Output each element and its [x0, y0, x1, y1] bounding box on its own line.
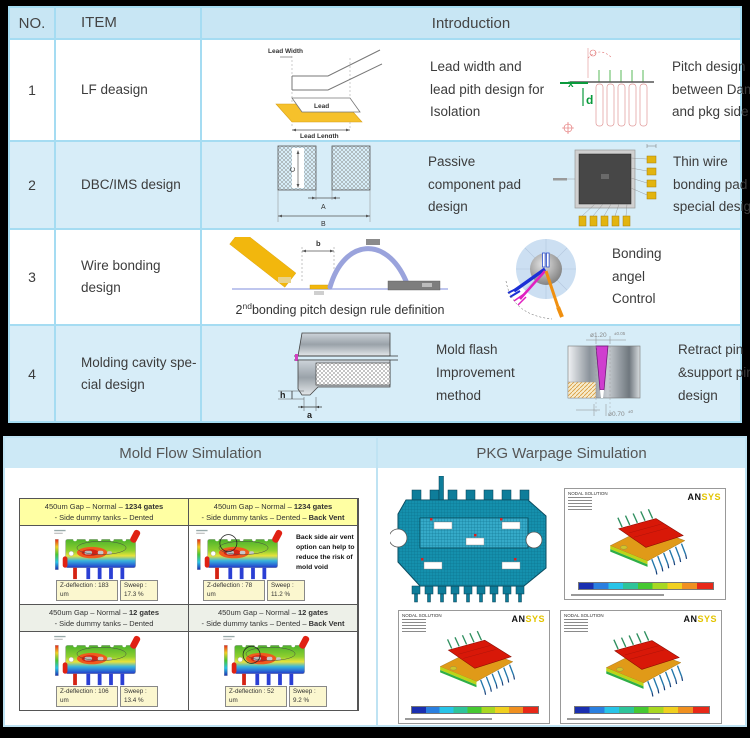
lead-design-text: Lead width and lead pith design for Isol…	[430, 58, 545, 120]
chip-pad-diagram	[553, 144, 657, 227]
ansys-plot-3: NODAL SOLUTION ANSYS	[560, 610, 722, 724]
table-row-lf-design: 1 LF deasign Lead Width Lead Lead Length	[10, 38, 750, 140]
file-info-line	[567, 718, 660, 720]
col-header-no: NO.	[10, 8, 56, 38]
warpage-3d-package	[605, 630, 684, 698]
col-header-introduction: Introduction	[431, 14, 511, 32]
file-info-line	[405, 718, 492, 720]
retract-pin-text: Retract pin &support pin design	[678, 342, 750, 403]
package-mesh-diagram	[390, 476, 547, 603]
table-row-dbc-ims: 2 DBC/IMS design C A B	[10, 140, 750, 228]
pitch-x-label: x	[568, 79, 574, 90]
air-vent-note: Back side air vent option can help to re…	[296, 534, 355, 571]
sweep-box: Sweep : 9.2 %	[289, 686, 327, 707]
nodal-solution-label: NODAL SOLUTION	[568, 491, 608, 513]
file-info-line	[571, 594, 664, 596]
z-deflection-box: Z-deflection : 78 um	[203, 580, 265, 601]
wire-bond-profile-diagram: b	[229, 236, 448, 295]
ansys-logo: ANSYS	[683, 614, 717, 624]
item-number: 4	[10, 326, 56, 421]
color-scale-bar	[577, 582, 715, 590]
thin-wire-text: Thin wire bonding pad special design	[673, 153, 750, 215]
sweep-box: Sweep : 13.4 %	[120, 686, 158, 707]
dambar-pitch-diagram: x d	[560, 48, 654, 134]
mold-flow-figure-3: Z-deflection : 106 um Sweep : 13.4 %	[20, 632, 188, 710]
design-items-table: NO. ITEM Introduction 1 LF deasign Lead …	[8, 6, 750, 423]
sweep-box: Sweep : 17.3 %	[120, 580, 158, 601]
nodal-solution-label: NODAL SOLUTION	[564, 613, 604, 635]
mold-flow-figure-1: Z-deflection : 183 um Sweep : 17.3 %	[20, 526, 188, 604]
pin-dim-bottom-tol: ±0	[628, 409, 633, 414]
warpage-3d-package	[609, 508, 688, 576]
retract-pin-diagram: ø1.20 ±0.05 ø0.70 ±0	[567, 331, 641, 418]
item-name: Molding cavity spe- cial design	[56, 326, 202, 421]
mold-flow-figure-2: Back side air vent option can help to re…	[189, 526, 357, 604]
passive-pad-text: Passive component pad design	[428, 153, 522, 215]
pad-dimension-diagram: C A B	[277, 145, 371, 228]
dim-h-label: h	[280, 390, 286, 400]
result-values: Z-deflection : 183 um Sweep : 17.3 %	[56, 580, 158, 601]
mold-flow-title: Mold Flow Simulation	[5, 438, 376, 468]
item-name: LF deasign	[81, 82, 148, 98]
mold-flow-figure-4: Z-deflection : 52 um Sweep : 9.2 %	[189, 632, 357, 710]
dim-b-label: B	[321, 221, 326, 228]
nodal-solution-label: NODAL SOLUTION	[402, 613, 442, 635]
pin-dim-top-tol: ±0.05	[614, 331, 626, 336]
warpage-panel: PKG Warpage Simulation	[378, 438, 745, 725]
item-name: DBC/IMS design	[81, 177, 181, 193]
color-scale-bar	[573, 706, 711, 714]
case-header-4: 450um Gap – Normal – 12 gates - Side dum…	[189, 605, 357, 631]
col-header-item: ITEM	[56, 8, 202, 38]
mold-flow-grid: 450um Gap – Normal – 1234 gates - Side d…	[19, 498, 359, 711]
table-row-molding-cavity: 4 Molding cavity spe- cial design h a	[10, 324, 750, 421]
bond-angle-text: Bonding angel Control	[612, 245, 662, 307]
warpage-3d-package	[439, 630, 516, 696]
case-header-3: 450um Gap – Normal – 12 gates - Side dum…	[20, 605, 188, 631]
sweep-box: Sweep : 11.2 %	[267, 580, 305, 601]
item-name: Wire bonding design	[81, 258, 161, 295]
case-header-1: 450um Gap – Normal – 1234 gates - Side d…	[20, 499, 188, 525]
color-scale-bar	[411, 706, 539, 714]
result-values: Z-deflection : 52 um Sweep : 9.2 %	[225, 686, 327, 707]
dim-a-label: A	[321, 204, 326, 211]
item-number: 1	[10, 40, 56, 140]
z-deflection-box: Z-deflection : 52 um	[225, 686, 287, 707]
bond-pitch-caption: 2ndbonding pitch design rule definition	[235, 300, 445, 318]
z-deflection-box: Z-deflection : 183 um	[56, 580, 118, 601]
pin-dim-bottom: ø0.70	[608, 411, 625, 418]
z-deflection-box: Z-deflection : 106 um	[56, 686, 118, 707]
result-values: Z-deflection : 106 um Sweep : 13.4 %	[56, 686, 158, 707]
simulation-section: Mold Flow Simulation 450um Gap – Normal …	[3, 436, 747, 727]
table-header-row: NO. ITEM Introduction	[10, 8, 740, 38]
lead-length-label: Lead Length	[300, 133, 339, 138]
mold-flow-panel: Mold Flow Simulation 450um Gap – Normal …	[5, 438, 378, 725]
mold-flash-text: Mold flash Improvement method	[436, 342, 515, 403]
plot-info-lines	[564, 619, 588, 635]
dim-c-label: C	[290, 167, 297, 172]
ansys-plot-2: NODAL SOLUTION ANSYS	[398, 610, 550, 724]
pin-dim-top: ø1.20	[590, 332, 607, 339]
lead-label: Lead	[314, 103, 329, 110]
case-header-2: 450um Gap – Normal – 1234 gates - Side d…	[189, 499, 357, 525]
dambar-pitch-text: Pitch design between Dambar and pkg side	[672, 58, 750, 120]
item-number: 2	[10, 142, 56, 228]
ansys-logo: ANSYS	[687, 492, 721, 502]
mold-cavity-diagram: h a	[278, 332, 398, 419]
bond-angle-diagram	[505, 239, 576, 320]
pitch-d-label: d	[586, 93, 593, 107]
plot-info-lines	[568, 497, 592, 513]
lead-width-label: Lead Width	[268, 48, 303, 55]
table-row-wire-bonding: 3 Wire bonding design b	[10, 228, 740, 324]
warpage-title: PKG Warpage Simulation	[378, 438, 745, 468]
ansys-logo: ANSYS	[511, 614, 545, 624]
lead-dimension-diagram: Lead Width Lead Lead Length	[268, 48, 383, 138]
item-number: 3	[10, 230, 56, 324]
ansys-plot-1: NODAL SOLUTION ANSYS	[564, 488, 726, 600]
plot-info-lines	[402, 619, 426, 635]
pitch-b-label: b	[316, 239, 321, 248]
result-values: Z-deflection : 78 um Sweep : 11.2 %	[203, 580, 305, 601]
dim-a-label: a	[307, 410, 313, 419]
